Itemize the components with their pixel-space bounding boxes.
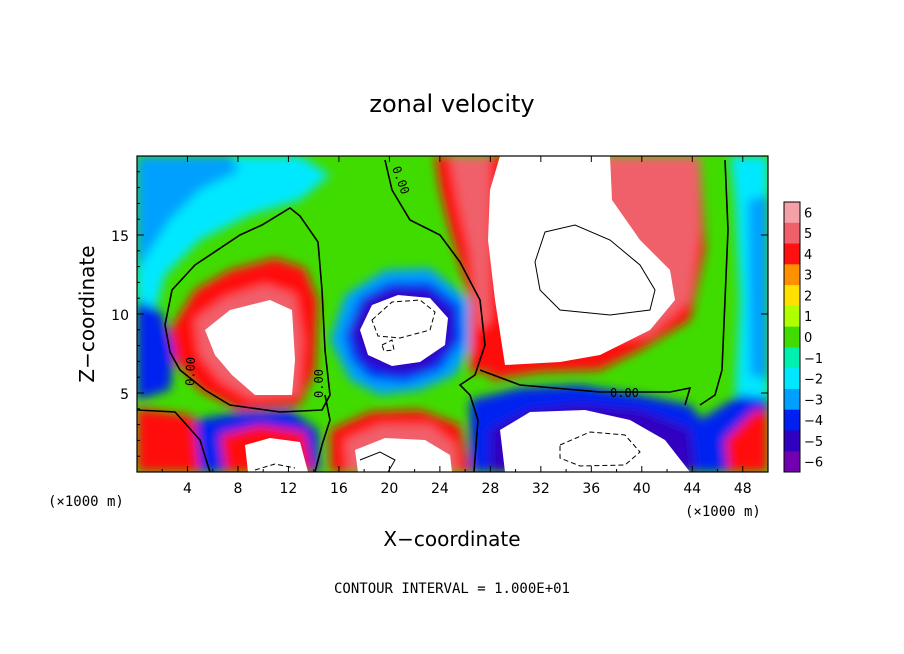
x-tick-label: 20 (380, 481, 398, 497)
x-axis: 4 8 12 16 20 24 28 32 36 40 44 48 (161, 156, 752, 497)
colorbar-swatch (784, 368, 800, 390)
x-tick-label: 44 (683, 481, 701, 497)
colorbar-tick-label: 6 (804, 206, 812, 221)
y-tick-label: 5 (120, 387, 129, 403)
x-tick-label: 4 (183, 481, 192, 497)
x-tick-label: 48 (734, 481, 752, 497)
colorbar-tick-label: 4 (804, 248, 812, 263)
colorbar-tick-label: −2 (804, 373, 823, 388)
y-axis-label: Z−coordinate (75, 245, 99, 382)
x-tick-label: 24 (431, 481, 449, 497)
x-tick-label: 36 (582, 481, 600, 497)
contour-interval-label: CONTOUR INTERVAL = 1.000E+01 (334, 581, 570, 597)
x-tick-label: 16 (330, 481, 348, 497)
colorbar-swatch (784, 388, 800, 411)
colorbar-swatch (784, 409, 800, 431)
colorbar-tick-label: −5 (804, 435, 823, 450)
y-axis: 5 10 15 (111, 171, 768, 457)
x-tick-label: 32 (532, 481, 550, 497)
colorbar-tick-label: 5 (804, 227, 812, 242)
colorbar: 6 5 4 3 2 1 0 −1 −2 −3 −4 −5 −6 (783, 201, 823, 473)
contour-label: 0.00 (183, 357, 198, 386)
heatmap-field: 0.00 0.00 0.00 0.00 (137, 156, 768, 472)
y-unit-label: (×1000 m) (48, 494, 124, 510)
colorbar-frame (783, 201, 801, 473)
contour-label: 0.00 (610, 386, 639, 400)
x-tick-label: 12 (280, 481, 298, 497)
y-tick-label: 10 (111, 308, 129, 324)
x-axis-label: X−coordinate (383, 527, 520, 551)
colorbar-swatch (784, 305, 800, 328)
colorbar-tick-label: 1 (804, 310, 812, 325)
colorbar-swatch (784, 264, 800, 286)
y-tick-label: 15 (111, 229, 129, 245)
colorbar-swatch (784, 430, 800, 452)
colorbar-tick-label: 2 (804, 289, 812, 304)
colorbar-swatch (784, 243, 800, 265)
colorbar-tick-label: −1 (804, 352, 823, 367)
colorbar-tick-label: 0 (804, 331, 812, 346)
x-tick-label: 40 (633, 481, 651, 497)
colorbar-swatch (784, 451, 800, 473)
colorbar-swatch (784, 347, 800, 369)
colorbar-tick-label: −4 (804, 414, 823, 429)
x-unit-label: (×1000 m) (685, 504, 761, 520)
chart-title: zonal velocity (369, 90, 534, 118)
colorbar-tick-label: 3 (804, 269, 812, 284)
colorbar-swatch (784, 285, 800, 307)
colorbar-swatch (784, 222, 800, 245)
colorbar-tick-label: −6 (804, 456, 823, 471)
colorbar-swatch (784, 202, 800, 224)
colorbar-swatch (784, 326, 800, 348)
x-tick-label: 28 (481, 481, 499, 497)
contour-label: 0.00 (312, 369, 326, 398)
colorbar-tick-label: −3 (804, 393, 823, 408)
x-tick-label: 8 (233, 481, 242, 497)
